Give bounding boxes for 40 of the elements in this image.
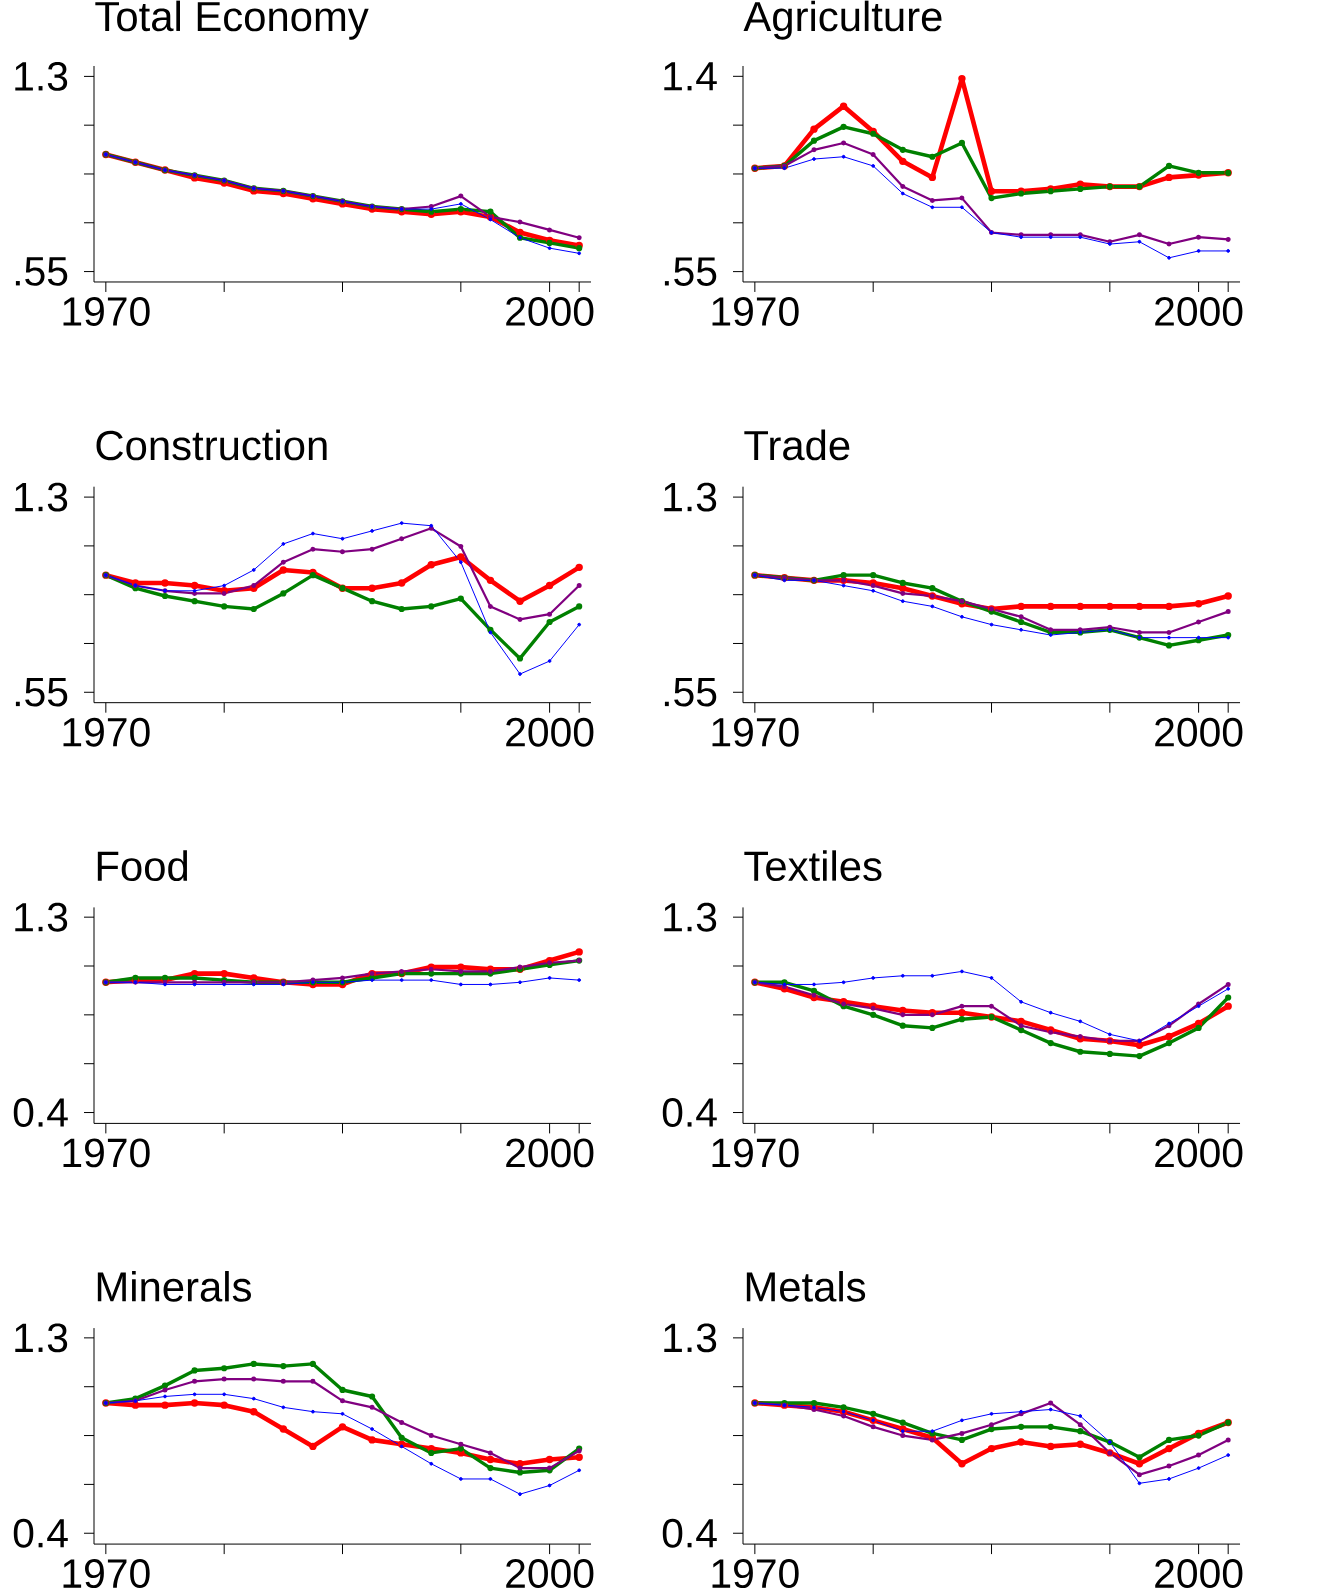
y-tick-label: 1.3 [664,482,717,512]
y-tick-label: 1.4 [664,62,717,91]
chart-title: Total Economy [95,0,369,40]
x-tick-label: 2000 [1155,717,1243,747]
y-tick-label: 1.3 [664,1323,717,1353]
y-tick-label: 0.4 [662,1518,717,1548]
y-tick-label: 1.3 [15,61,68,91]
y-tick-label: 0.4 [13,1098,68,1127]
y-tick-label: 1.3 [15,1323,68,1353]
y-tick-label: 0.4 [662,1098,717,1127]
x-tick-label: 2000 [1155,1138,1243,1168]
y-tick-label: .55 [664,257,717,286]
x-tick-label: 1970 [712,1559,799,1589]
y-tick-label: 1.3 [15,482,68,512]
chart-title: Agriculture [743,0,942,40]
y-tick-label: 1.3 [664,902,717,932]
x-tick-label: 1970 [712,296,799,326]
chart-title: Food [97,850,188,882]
x-tick-label: 2000 [506,1559,594,1589]
chart-title: Metals [746,1271,866,1302]
x-tick-label: 2000 [1155,296,1243,326]
x-tick-label: 2000 [506,297,594,326]
chart-title: Construction [96,429,327,461]
chart-title: Minerals [97,1271,251,1302]
y-tick-label: 0.4 [13,1518,68,1548]
x-tick-label: 2000 [506,1138,594,1168]
chart-title: Trade [744,429,850,461]
x-tick-label: 1970 [63,297,150,326]
x-tick-label: 1970 [63,1559,150,1589]
y-tick-label: .55 [15,257,68,286]
y-tick-label: 1.3 [15,902,68,932]
chart-title: Textiles [744,850,882,882]
x-tick-label: 2000 [1155,1559,1243,1589]
y-tick-label: .55 [15,678,68,707]
x-tick-label: 1970 [712,717,799,747]
y-tick-label: .55 [664,678,717,707]
x-tick-label: 1970 [712,1138,799,1168]
x-tick-label: 1970 [63,1138,150,1168]
x-tick-label: 1970 [63,717,150,747]
x-tick-label: 2000 [506,717,594,747]
